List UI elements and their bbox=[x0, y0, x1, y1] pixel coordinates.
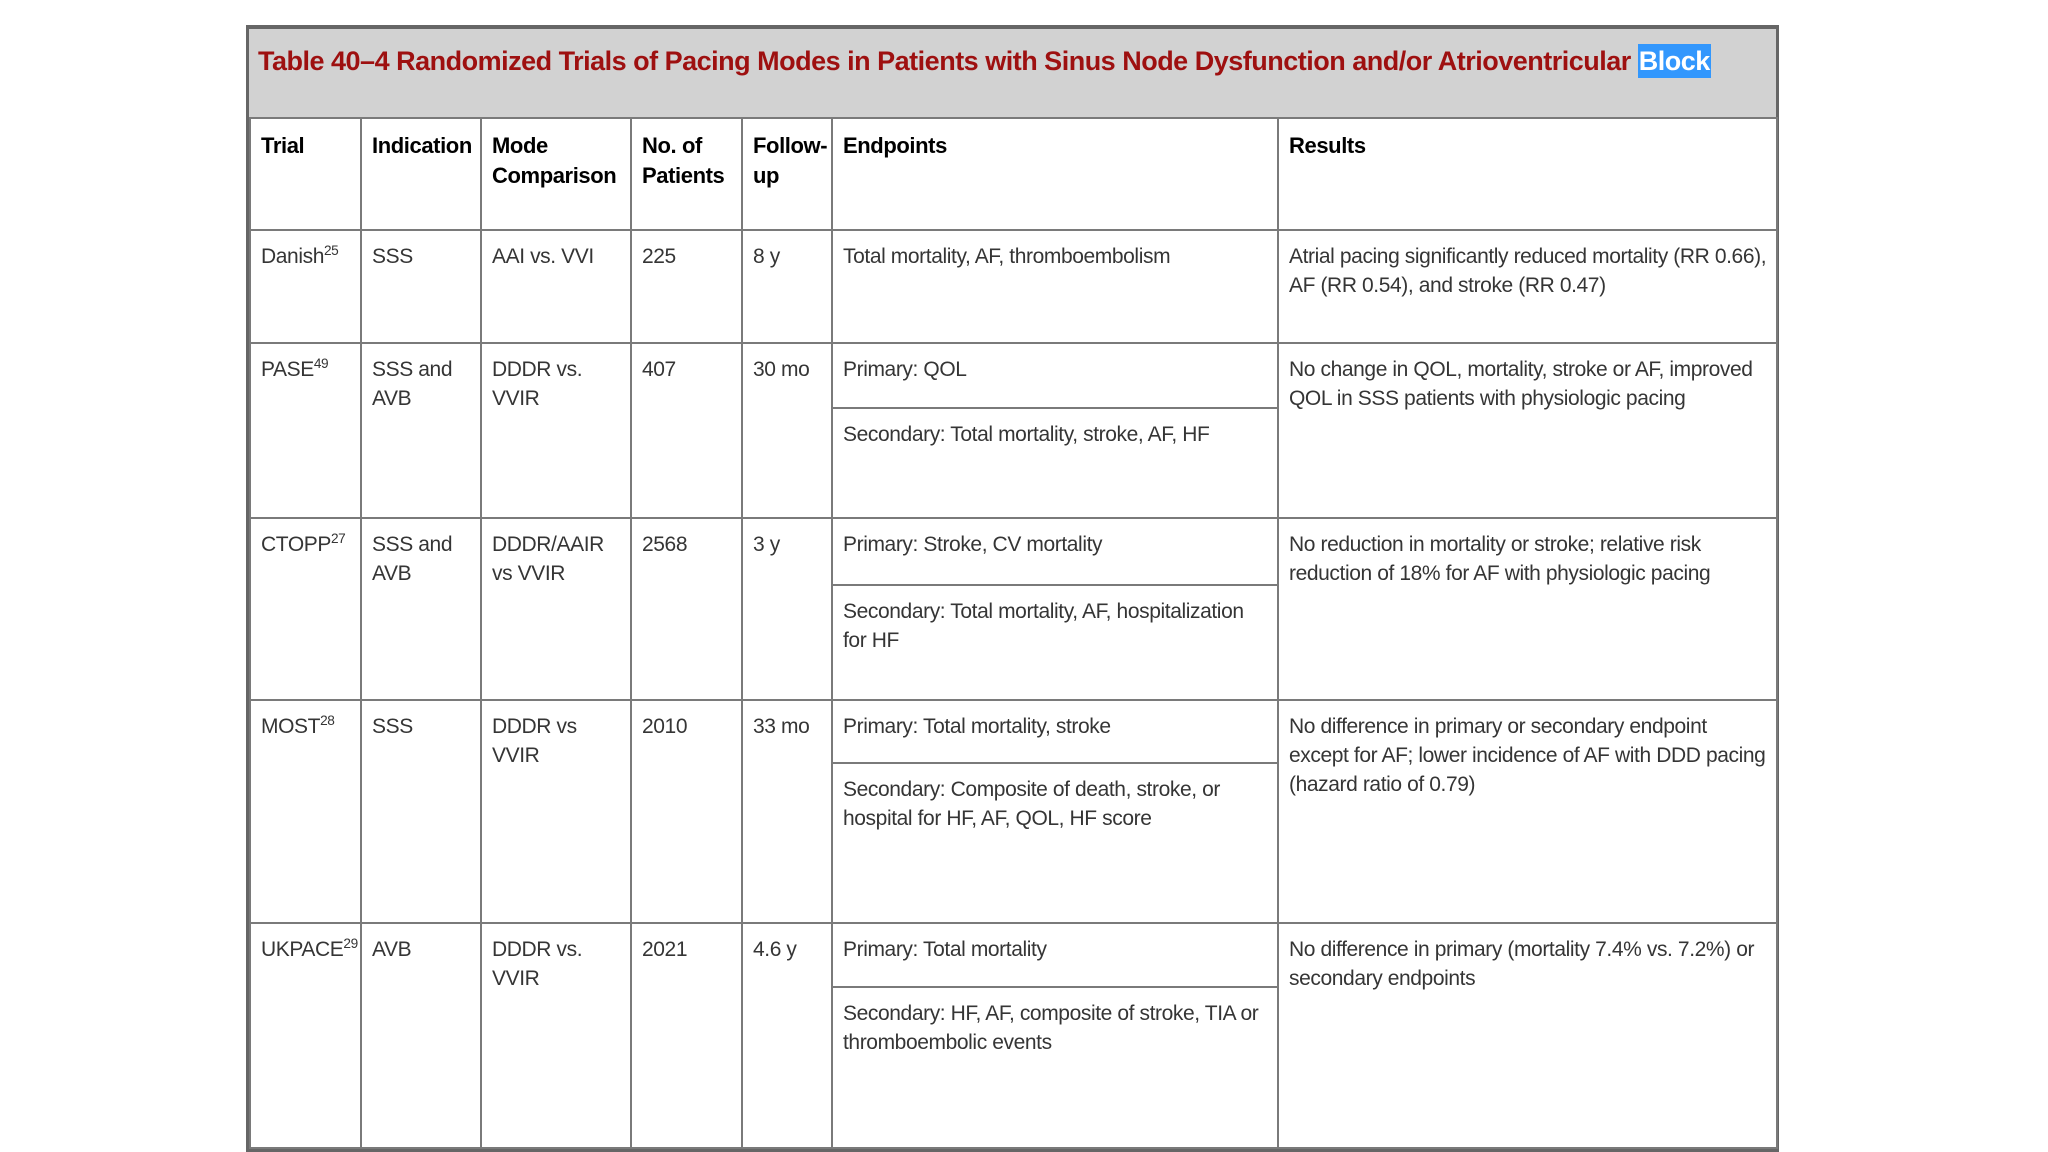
endpoints-cell: Total mortality, AF, thromboembolism bbox=[831, 229, 1279, 344]
table-row-ctopp-secondary: Secondary: Total mortality, AF, hospital… bbox=[250, 584, 1777, 701]
endpoints-primary-cell: Primary: Stroke, CV mortality bbox=[831, 517, 1279, 586]
patients-cell: 225 bbox=[630, 229, 743, 344]
indication-cell: SSS bbox=[360, 699, 482, 924]
caption-selected-word: Block bbox=[1637, 44, 1711, 78]
patients-cell: 2021 bbox=[630, 922, 743, 1149]
table-row-most: MOST28 SSS DDDR vs VVIR 2010 33 mo Prima… bbox=[249, 699, 1778, 924]
mode-comparison-cell: DDDR vs. VVIR bbox=[480, 922, 632, 1149]
results-cell: No difference in primary or secondary en… bbox=[1277, 699, 1778, 924]
follow-up-cell: 33 mo bbox=[741, 699, 833, 924]
endpoints-secondary-cell: Secondary: HF, AF, composite of stroke, … bbox=[831, 986, 1279, 1149]
trials-data-grid: Trial Indication Mode Comparison No. of … bbox=[249, 117, 1778, 1149]
table-row-pase: PASE49 SSS and AVB DDDR vs. VVIR 407 30 … bbox=[249, 342, 1778, 519]
follow-up-cell: 4.6 y bbox=[741, 922, 833, 1149]
trial-cell: Danish25 bbox=[249, 229, 362, 344]
mode-comparison-cell: AAI vs. VVI bbox=[480, 229, 632, 344]
col-header-trial: Trial bbox=[249, 117, 362, 231]
results-cell: No reduction in mortality or stroke; rel… bbox=[1277, 517, 1778, 701]
indication-cell: SSS and AVB bbox=[360, 517, 482, 701]
patients-cell: 407 bbox=[630, 342, 743, 519]
follow-up-cell: 30 mo bbox=[741, 342, 833, 519]
trial-reference-number: 27 bbox=[330, 531, 346, 546]
trial-name: Danish bbox=[261, 245, 324, 268]
trial-cell: UKPACE29 bbox=[249, 922, 362, 1149]
trial-name: CTOPP bbox=[261, 533, 331, 556]
follow-up-cell: 3 y bbox=[741, 517, 833, 701]
col-header-results: Results bbox=[1277, 117, 1778, 231]
endpoints-secondary-cell: Secondary: Total mortality, stroke, AF, … bbox=[831, 407, 1279, 519]
trial-cell: MOST28 bbox=[249, 699, 362, 924]
trial-reference-number: 49 bbox=[313, 356, 329, 371]
col-header-mode-comparison: Mode Comparison bbox=[480, 117, 632, 231]
trials-table: Table 40–4 Randomized Trials of Pacing M… bbox=[246, 25, 1779, 1152]
table-row-ctopp: CTOPP27 SSS and AVB DDDR/AAIR vs VVIR 25… bbox=[249, 517, 1778, 701]
table-row-pase-secondary: Secondary: Total mortality, stroke, AF, … bbox=[250, 407, 1777, 519]
trial-name: PASE bbox=[261, 358, 314, 381]
results-cell: No change in QOL, mortality, stroke or A… bbox=[1277, 342, 1778, 519]
caption-title-text: Table 40–4 Randomized Trials of Pacing M… bbox=[258, 46, 1638, 76]
endpoints-primary-cell: Primary: QOL bbox=[831, 342, 1279, 409]
trial-reference-number: 29 bbox=[343, 936, 358, 951]
col-header-indication: Indication bbox=[360, 117, 482, 231]
follow-up-cell: 8 y bbox=[741, 229, 833, 344]
patients-cell: 2010 bbox=[630, 699, 743, 924]
endpoints-secondary-cell: Secondary: Total mortality, AF, hospital… bbox=[831, 584, 1279, 701]
results-cell: Atrial pacing significantly reduced mort… bbox=[1277, 229, 1778, 344]
mode-comparison-cell: DDDR/AAIR vs VVIR bbox=[480, 517, 632, 701]
indication-cell: AVB bbox=[360, 922, 482, 1149]
table-caption: Table 40–4 Randomized Trials of Pacing M… bbox=[249, 29, 1776, 117]
endpoints-secondary-cell: Secondary: Composite of death, stroke, o… bbox=[831, 762, 1279, 924]
table-row-ukpace-secondary: Secondary: HF, AF, composite of stroke, … bbox=[250, 986, 1777, 1149]
trial-reference-number: 28 bbox=[320, 713, 335, 728]
trial-reference-number: 25 bbox=[323, 243, 339, 258]
endpoints-primary-cell: Primary: Total mortality bbox=[831, 922, 1279, 988]
mode-comparison-cell: DDDR vs VVIR bbox=[480, 699, 632, 924]
trial-cell: PASE49 bbox=[249, 342, 362, 519]
patients-cell: 2568 bbox=[630, 517, 743, 701]
table-row-danish: Danish25 SSS AAI vs. VVI 225 8 y Total m… bbox=[249, 229, 1778, 344]
table-row-ukpace: UKPACE29 AVB DDDR vs. VVIR 2021 4.6 y Pr… bbox=[249, 922, 1778, 1149]
col-header-follow-up: Follow-up bbox=[741, 117, 833, 231]
mode-comparison-cell: DDDR vs. VVIR bbox=[480, 342, 632, 519]
table-row-most-secondary: Secondary: Composite of death, stroke, o… bbox=[250, 762, 1777, 924]
trial-name: MOST bbox=[261, 715, 321, 738]
trial-name: UKPACE bbox=[261, 938, 344, 961]
header-row: Trial Indication Mode Comparison No. of … bbox=[249, 117, 1778, 231]
results-cell: No difference in primary (mortality 7.4%… bbox=[1277, 922, 1778, 1149]
trial-cell: CTOPP27 bbox=[249, 517, 362, 701]
col-header-no-of-patients: No. of Patients bbox=[630, 117, 743, 231]
endpoints-primary-cell: Primary: Total mortality, stroke bbox=[831, 699, 1279, 764]
indication-cell: SSS bbox=[360, 229, 482, 344]
indication-cell: SSS and AVB bbox=[360, 342, 482, 519]
col-header-endpoints: Endpoints bbox=[831, 117, 1279, 231]
